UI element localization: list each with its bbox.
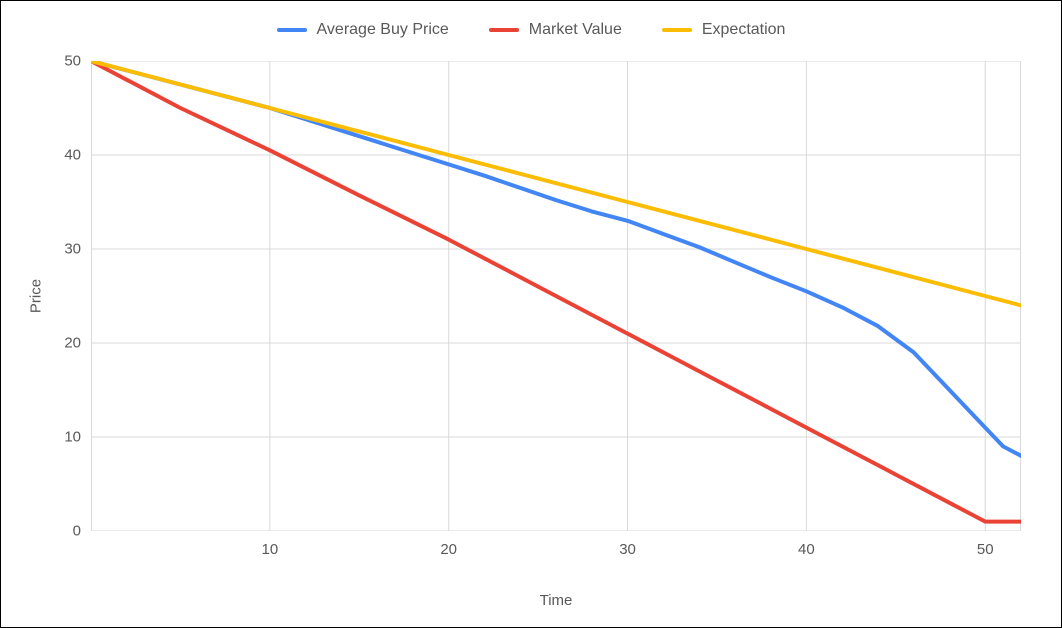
- legend-label: Market Value: [529, 21, 622, 39]
- y-tick-label: 10: [64, 429, 81, 446]
- y-tick-label: 40: [64, 147, 81, 164]
- legend-swatch: [662, 28, 692, 32]
- plot-svg: [91, 61, 1021, 531]
- legend-item: Expectation: [662, 21, 786, 39]
- series-line: [91, 61, 1021, 456]
- y-tick-label: 0: [73, 523, 81, 540]
- legend-label: Average Buy Price: [317, 21, 449, 39]
- y-tick-label: 20: [64, 335, 81, 352]
- series-line: [91, 61, 1021, 305]
- y-tick-label: 50: [64, 53, 81, 70]
- chart-frame: Average Buy Price Market Value Expectation…: [0, 0, 1062, 628]
- legend-item: Average Buy Price: [277, 21, 449, 39]
- x-tick-label: 10: [262, 541, 279, 558]
- series-line: [91, 61, 1021, 522]
- legend-label: Expectation: [702, 21, 786, 39]
- x-tick-label: 30: [619, 541, 636, 558]
- x-axis-title: Time: [540, 592, 573, 609]
- legend: Average Buy Price Market Value Expectation: [1, 21, 1061, 39]
- y-axis-title: Price: [28, 279, 45, 313]
- x-tick-label: 20: [440, 541, 457, 558]
- plot-area: 010203040501020304050: [91, 61, 1021, 531]
- legend-swatch: [489, 28, 519, 32]
- x-tick-label: 50: [977, 541, 994, 558]
- legend-swatch: [277, 28, 307, 32]
- legend-item: Market Value: [489, 21, 622, 39]
- x-tick-label: 40: [798, 541, 815, 558]
- y-tick-label: 30: [64, 241, 81, 258]
